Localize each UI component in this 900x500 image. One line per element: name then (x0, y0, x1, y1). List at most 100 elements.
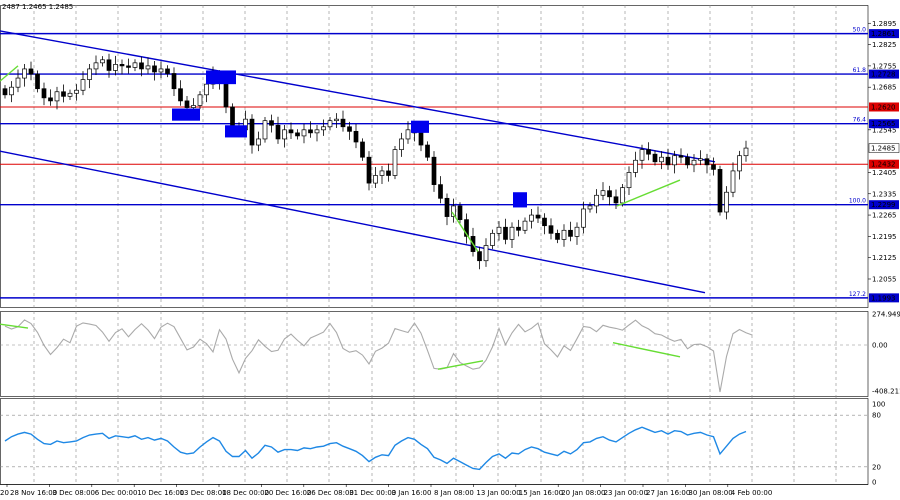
price-axis-label: 1.2405 (872, 169, 897, 177)
candle-body (353, 130, 359, 143)
candle-body (431, 156, 437, 185)
channel-lower-line (0, 150, 706, 294)
price-axis-label: 1.2125 (872, 254, 897, 262)
candle-body (158, 68, 164, 73)
candle-body (691, 159, 697, 166)
candle-body (587, 205, 593, 210)
candle-body (301, 129, 307, 137)
candle-body (347, 126, 352, 132)
rsi-line (4, 426, 747, 471)
candle-body (327, 120, 333, 128)
price-axis-label: 1.2825 (872, 41, 897, 49)
price-axis-label: 1.2685 (872, 84, 897, 92)
candle-body (555, 232, 560, 240)
candle-body (594, 194, 599, 207)
candle-body (665, 156, 671, 166)
candle-body (132, 62, 138, 68)
candle-body (724, 191, 729, 213)
time-axis-label: 23 Jan 00:00 (604, 489, 648, 497)
level-tag (869, 119, 899, 129)
candle-body (477, 251, 482, 262)
rsi-axis-label: 20 (872, 463, 881, 471)
rsi-axis-label: 0 (872, 479, 876, 487)
candle-body (197, 94, 203, 106)
candle-body (262, 120, 268, 140)
candle-body (184, 100, 190, 108)
cci-axis-label: 0.00 (872, 341, 888, 349)
candle-body (568, 229, 573, 237)
candle-body (717, 169, 723, 213)
candle-body (730, 170, 736, 193)
candle-body (379, 170, 385, 176)
candle-body (633, 159, 638, 173)
time-axis-label: 13 Jan 00:00 (476, 489, 520, 497)
ohlc-header: 2487 1.2465 1.2485 (2, 3, 73, 11)
time-axis-label: 28 Nov 16:00 (10, 489, 57, 497)
candle-body (652, 153, 658, 163)
candle-body (451, 205, 456, 217)
level-tag (869, 159, 899, 169)
time-axis-label-partial: 20 (0, 489, 9, 497)
candle-body (152, 65, 157, 73)
price-axis-label: 1.2335 (872, 190, 897, 198)
candle-body (191, 105, 196, 108)
price-axis-label: 1.2055 (872, 275, 897, 283)
time-axis-label: 26 Dec 08:00 (307, 489, 354, 497)
level-tag-label: 1.2620 (871, 103, 896, 111)
candle-body (373, 175, 378, 184)
price-axis-label: 1.2195 (872, 233, 897, 241)
candle-body (61, 91, 66, 97)
time-axis-label: 8 Jan 08:00 (434, 489, 474, 497)
candle-body (542, 217, 547, 227)
level-tag-label: 1.2565 (871, 120, 896, 128)
candle-body (626, 172, 632, 189)
candle-body (93, 62, 99, 70)
candle-body (405, 129, 411, 140)
time-axis-label: 20 Dec 16:00 (264, 489, 311, 497)
signal-zone-box (513, 192, 527, 208)
price-axis-label: 1.2545 (872, 126, 897, 134)
candle-body (704, 158, 710, 166)
current-price-tag (868, 143, 900, 153)
candle-body (620, 187, 625, 204)
candle-body (509, 226, 515, 240)
candle-body (464, 219, 469, 237)
candle-body (80, 79, 86, 91)
candle-body (392, 149, 398, 176)
candle-body (678, 155, 684, 158)
candle-body (600, 190, 606, 196)
level-tag (869, 69, 899, 79)
candle-body (581, 208, 586, 228)
candle-body (366, 156, 372, 184)
candle-body (288, 129, 294, 134)
divergence-line (616, 179, 681, 207)
price-axis-label: 1.2265 (872, 212, 897, 220)
candle-body (340, 118, 346, 128)
candle-body (522, 220, 528, 231)
candle-body (48, 97, 53, 102)
candle-body (282, 129, 287, 140)
level-tag (869, 102, 899, 112)
candle-body (399, 138, 404, 150)
candle-body (314, 129, 320, 134)
candle-body (126, 65, 131, 68)
cci-divergence-line (437, 360, 484, 370)
cci-divergence-line (612, 342, 681, 358)
candle-body (67, 92, 73, 97)
candle-body (113, 64, 118, 71)
candle-body (574, 226, 580, 237)
time-axis-label: 20 Jan 08:00 (561, 489, 605, 497)
fib-ratio-label: 76.4 (853, 117, 867, 124)
candle-body (639, 149, 645, 161)
current-price-label: 1.2485 (871, 145, 896, 153)
candle-body (386, 170, 391, 176)
candle-body (516, 226, 521, 231)
candle-body (743, 147, 749, 157)
candle-body (87, 68, 92, 80)
candle-body (490, 232, 495, 246)
candle-body (230, 106, 235, 129)
candle-body (28, 68, 34, 75)
candle-body (425, 144, 430, 158)
